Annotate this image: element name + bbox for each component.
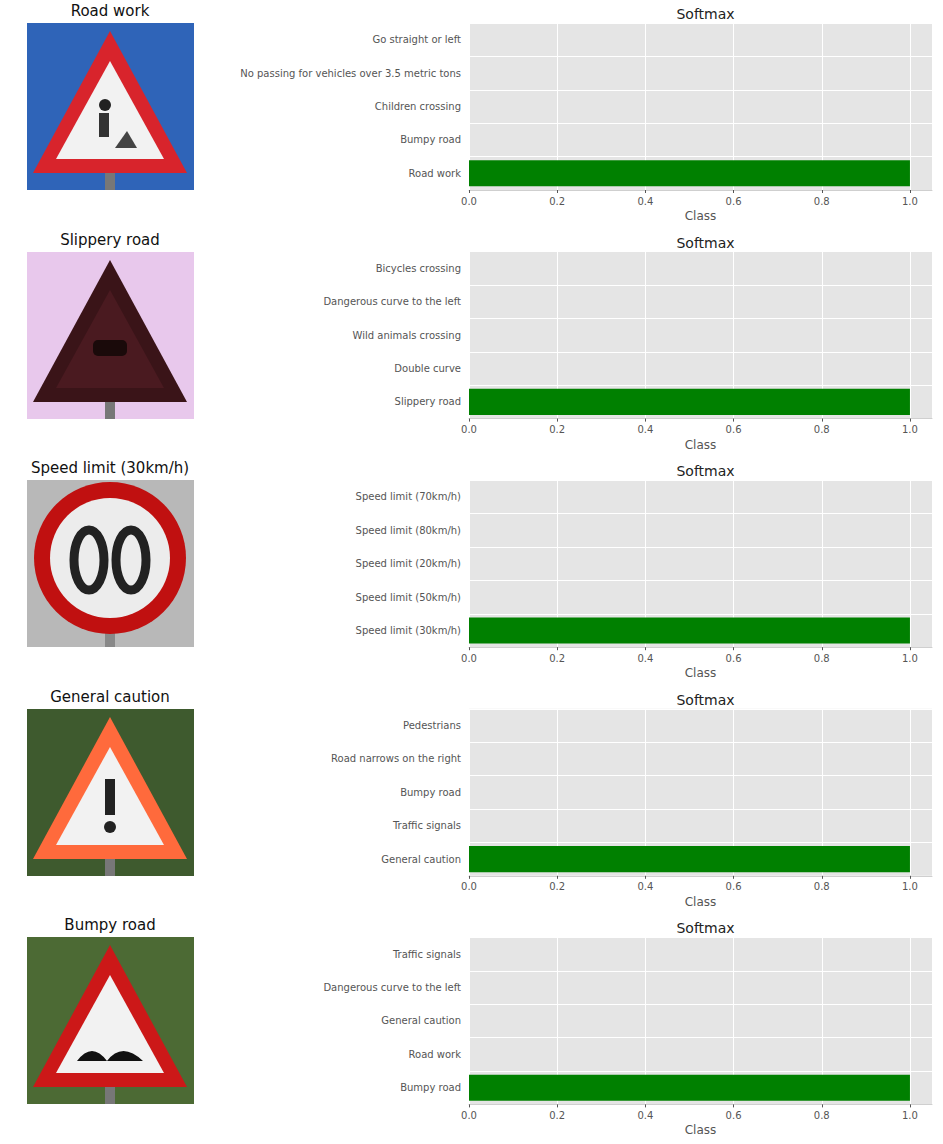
svg-text:General caution: General caution [381, 1015, 461, 1026]
svg-text:Road work: Road work [409, 1049, 462, 1060]
svg-text:Slippery road: Slippery road [395, 396, 461, 407]
svg-text:Dangerous curve to the left: Dangerous curve to the left [323, 982, 461, 993]
svg-text:0.8: 0.8 [814, 653, 830, 664]
svg-text:0.0: 0.0 [461, 881, 477, 892]
svg-text:0.6: 0.6 [726, 1110, 742, 1121]
svg-text:0.2: 0.2 [549, 653, 565, 664]
svg-text:0.0: 0.0 [461, 196, 477, 207]
svg-text:0.4: 0.4 [637, 1110, 653, 1121]
svg-text:0.6: 0.6 [726, 653, 742, 664]
svg-text:Dangerous curve to the left: Dangerous curve to the left [323, 296, 461, 307]
svg-text:0.6: 0.6 [726, 881, 742, 892]
svg-text:0.8: 0.8 [814, 1110, 830, 1121]
svg-text:Class: Class [685, 209, 717, 223]
svg-text:1.0: 1.0 [902, 1110, 918, 1121]
svg-text:Pedestrians: Pedestrians [403, 720, 461, 731]
svg-text:0.4: 0.4 [637, 881, 653, 892]
svg-text:General caution: General caution [381, 854, 461, 865]
svg-text:0.4: 0.4 [637, 653, 653, 664]
svg-text:0.4: 0.4 [637, 424, 653, 435]
svg-text:1.0: 1.0 [902, 653, 918, 664]
svg-text:Speed limit (70km/h): Speed limit (70km/h) [356, 491, 462, 502]
svg-text:0.8: 0.8 [814, 196, 830, 207]
svg-text:Softmax: Softmax [676, 692, 734, 708]
svg-text:Double curve: Double curve [394, 363, 461, 374]
svg-text:Softmax: Softmax [676, 6, 734, 22]
svg-text:Traffic signals: Traffic signals [392, 820, 461, 831]
svg-text:0.2: 0.2 [549, 881, 565, 892]
svg-text:1.0: 1.0 [902, 196, 918, 207]
svg-text:Softmax: Softmax [676, 235, 734, 251]
svg-text:Bumpy road: Bumpy road [400, 1082, 461, 1093]
svg-text:0.0: 0.0 [461, 653, 477, 664]
svg-text:Speed limit (50km/h): Speed limit (50km/h) [356, 592, 462, 603]
svg-text:Wild animals crossing: Wild animals crossing [353, 330, 461, 341]
svg-text:Bumpy road: Bumpy road [400, 787, 461, 798]
svg-text:1.0: 1.0 [902, 424, 918, 435]
svg-text:Speed limit (80km/h): Speed limit (80km/h) [356, 525, 462, 536]
svg-text:Class: Class [685, 438, 717, 452]
svg-text:Road work: Road work [409, 168, 462, 179]
html-text:Slippery road: Slippery road [60, 230, 160, 249]
svg-text:Class: Class [685, 666, 717, 680]
svg-text:Road narrows on the right: Road narrows on the right [331, 753, 461, 764]
svg-text:Bicycles crossing: Bicycles crossing [376, 263, 461, 274]
svg-text:Traffic signals: Traffic signals [392, 949, 461, 960]
svg-text:0.2: 0.2 [549, 196, 565, 207]
svg-text:Go straight or left: Go straight or left [372, 34, 461, 45]
svg-text:0.4: 0.4 [637, 196, 653, 207]
html-text:Speed limit (30km/h): Speed limit (30km/h) [30, 459, 190, 478]
svg-text:0.6: 0.6 [726, 196, 742, 207]
svg-text:Class: Class [685, 1123, 717, 1137]
svg-text:0.6: 0.6 [726, 424, 742, 435]
svg-text:Class: Class [685, 895, 717, 909]
svg-text:Speed limit (20km/h): Speed limit (20km/h) [356, 558, 462, 569]
svg-text:0.2: 0.2 [549, 1110, 565, 1121]
svg-text:1.0: 1.0 [902, 881, 918, 892]
svg-text:Softmax: Softmax [676, 463, 734, 479]
svg-text:Softmax: Softmax [676, 920, 734, 936]
svg-text:Bumpy road: Bumpy road [400, 134, 461, 145]
svg-text:0.2: 0.2 [549, 424, 565, 435]
svg-text:No passing for vehicles over 3: No passing for vehicles over 3.5 metric … [240, 68, 461, 79]
svg-text:0.0: 0.0 [461, 424, 477, 435]
html-text:Bumpy road: Bumpy road [64, 916, 156, 935]
svg-text:0.8: 0.8 [814, 424, 830, 435]
svg-text:Children crossing: Children crossing [375, 101, 461, 112]
html-text:General caution: General caution [50, 687, 170, 706]
html-text:Road work: Road work [70, 2, 150, 20]
svg-text:0.0: 0.0 [461, 1110, 477, 1121]
svg-text:Speed limit (30km/h): Speed limit (30km/h) [356, 625, 462, 636]
svg-text:0.8: 0.8 [814, 881, 830, 892]
